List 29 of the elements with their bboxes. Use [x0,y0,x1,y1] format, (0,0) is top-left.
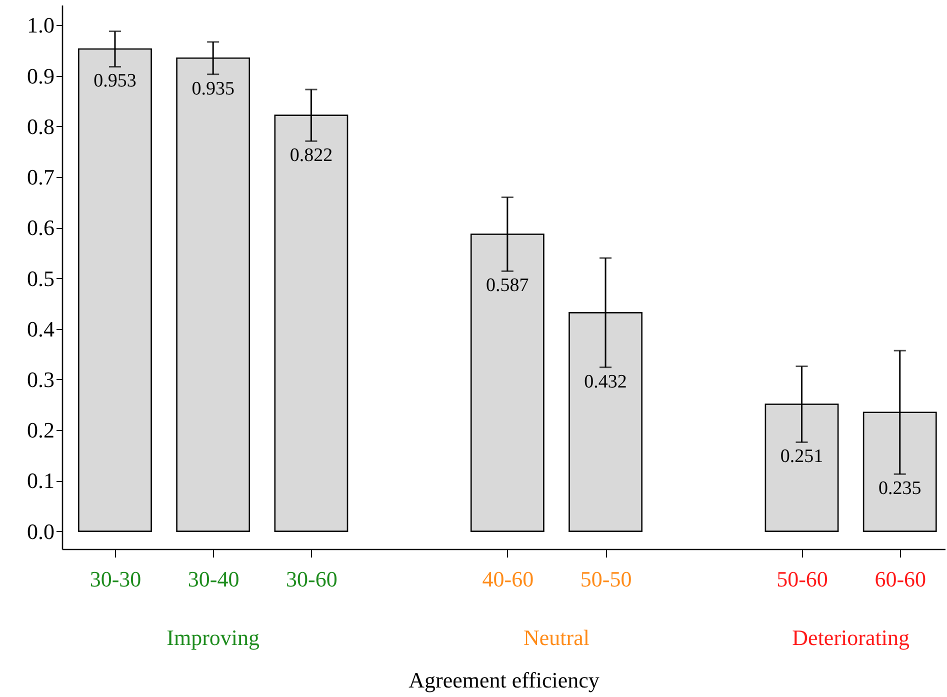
x-tick-label: 60-60 [874,566,926,592]
x-tick-label: 30-30 [90,566,142,592]
x-tick-label: 40-60 [482,566,534,592]
text: Deteriorating [792,625,910,650]
data-label: 0.251 [780,446,824,468]
y-tick-label: 0.8 [27,114,54,139]
y-tick-label: 0.7 [27,164,54,190]
y-tick-label: 0.4 [27,316,54,342]
data-label: 0.822 [290,145,333,166]
x-tick-label: 30-60 [286,566,338,592]
y-tick-label: 0.9 [27,63,54,88]
x-tick-label: 50-60 [776,566,828,592]
data-label: 0.935 [192,78,234,100]
text: Improving [166,625,260,650]
x-tick-label: 50-50 [580,566,632,592]
data-label: 0.235 [878,478,922,500]
y-tick-label: 0.6 [27,215,54,240]
y-tick-label: 0.5 [27,266,54,291]
y-tick-label: 0.3 [27,366,54,392]
y-tick-label: 1.0 [27,12,54,38]
text: Neutral [523,625,590,650]
data-label: 0.953 [94,70,136,92]
x-tick-label: 30-40 [188,566,240,592]
data-label: 0.432 [584,371,627,392]
data-label: 0.587 [486,275,529,296]
y-tick-label: 0.1 [27,468,54,494]
y-tick-label: 0.0 [27,518,54,544]
y-tick-label: 0.2 [27,418,54,443]
x-axis-title: Agreement efficiency [408,668,600,692]
